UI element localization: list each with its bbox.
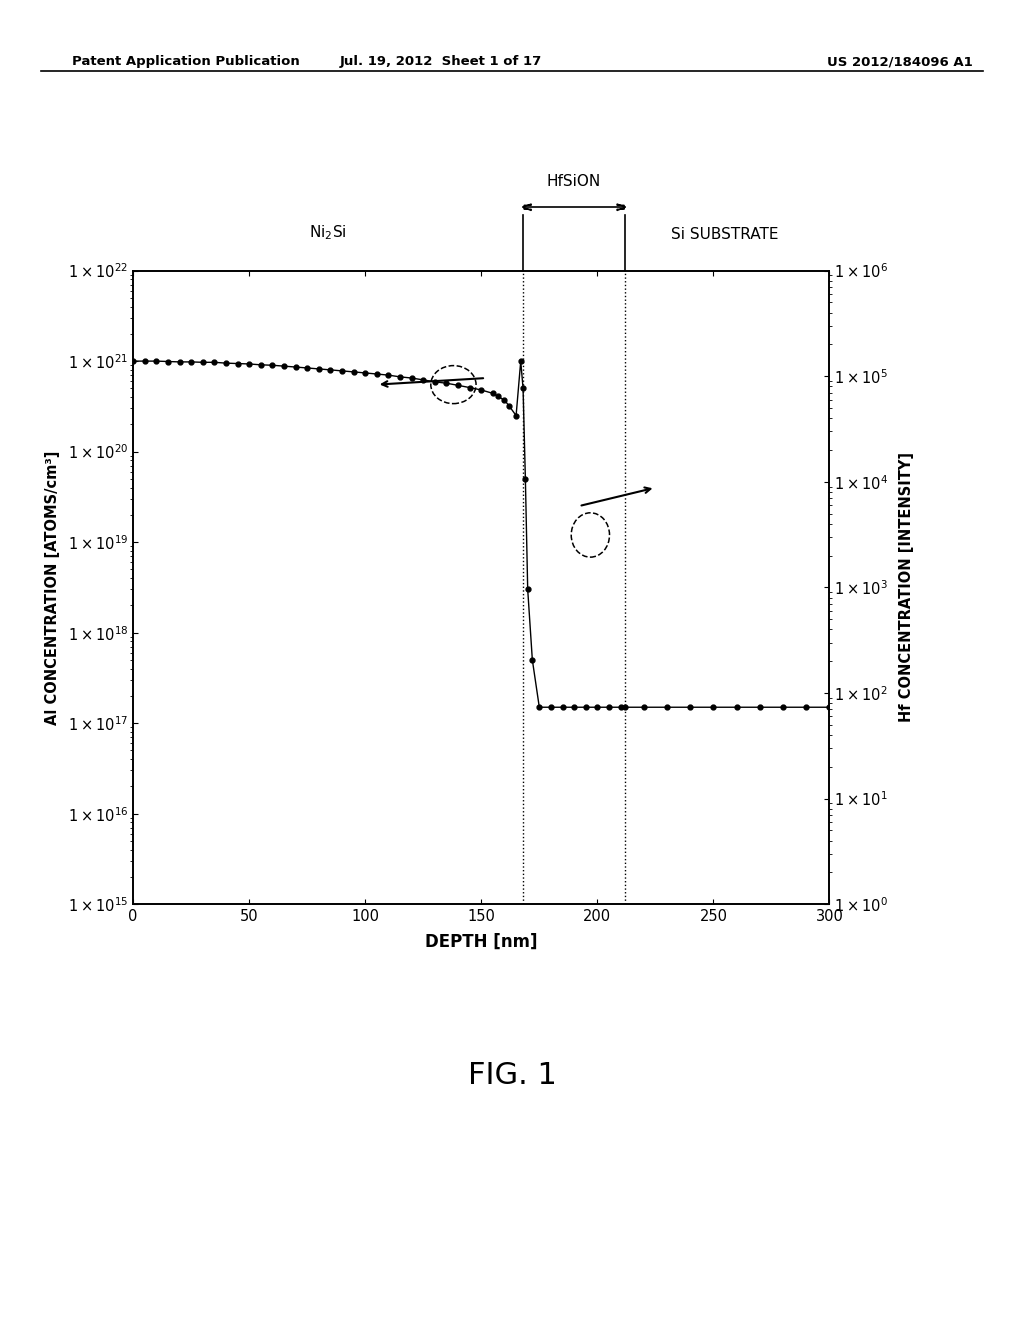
Text: HfSiON: HfSiON bbox=[547, 174, 601, 189]
Text: Jul. 19, 2012  Sheet 1 of 17: Jul. 19, 2012 Sheet 1 of 17 bbox=[339, 55, 542, 69]
X-axis label: DEPTH [nm]: DEPTH [nm] bbox=[425, 932, 538, 950]
Text: FIG. 1: FIG. 1 bbox=[468, 1061, 556, 1090]
Text: Ni$_2$Si: Ni$_2$Si bbox=[309, 223, 347, 242]
Text: Patent Application Publication: Patent Application Publication bbox=[72, 55, 299, 69]
Text: Si SUBSTRATE: Si SUBSTRATE bbox=[672, 227, 778, 242]
Y-axis label: Hf CONCENTRATION [INTENSITY]: Hf CONCENTRATION [INTENSITY] bbox=[899, 453, 914, 722]
Y-axis label: Al CONCENTRATION [ATOMS/cm³]: Al CONCENTRATION [ATOMS/cm³] bbox=[44, 450, 59, 725]
Text: US 2012/184096 A1: US 2012/184096 A1 bbox=[827, 55, 973, 69]
